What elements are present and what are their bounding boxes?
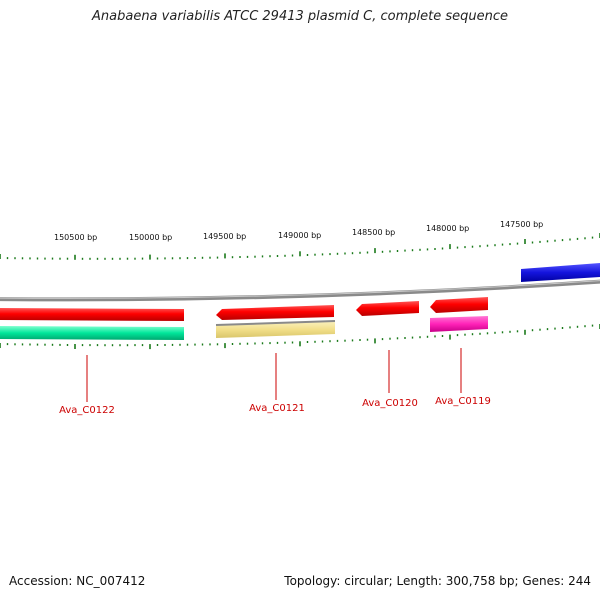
topology-summary: Topology: circular; Length: 300,758 bp; … bbox=[284, 574, 591, 588]
feature-yellow bbox=[216, 321, 335, 338]
feature-blue bbox=[521, 263, 600, 282]
gene-label: Ava_C0119 bbox=[435, 396, 491, 407]
scale-label: 150500 bp bbox=[54, 233, 97, 242]
accession-text: Accession: NC_007412 bbox=[9, 574, 146, 588]
inner-scale-ticks bbox=[0, 324, 600, 350]
gene-label: Ava_C0121 bbox=[249, 403, 305, 414]
feature-pink bbox=[430, 316, 488, 332]
scale-label: 150000 bp bbox=[129, 233, 172, 242]
sequence-backbone bbox=[0, 279, 600, 302]
sequence-backbone-highlight bbox=[0, 280, 600, 299]
scale-label: 149000 bp bbox=[278, 231, 321, 240]
scale-label: 148500 bp bbox=[352, 228, 395, 237]
scale-label: 147500 bp bbox=[500, 220, 543, 229]
outer-scale-ticks bbox=[0, 233, 600, 260]
gene-arrow-ava-c0119 bbox=[430, 297, 488, 313]
feature-green bbox=[0, 326, 184, 340]
gene-label: Ava_C0120 bbox=[362, 398, 418, 409]
gene-arrow-ava-c0121 bbox=[216, 305, 334, 320]
map-title: Anabaena variabilis ATCC 29413 plasmid C… bbox=[92, 9, 508, 24]
scale-label: 148000 bp bbox=[426, 224, 469, 233]
scale-label: 149500 bp bbox=[203, 232, 246, 241]
gene-arrow-ava-c0120 bbox=[356, 301, 419, 316]
gene-label: Ava_C0122 bbox=[59, 405, 115, 416]
gene-arrow-ava-c0122 bbox=[0, 308, 184, 321]
feature-yellow-edge bbox=[215, 320, 336, 326]
